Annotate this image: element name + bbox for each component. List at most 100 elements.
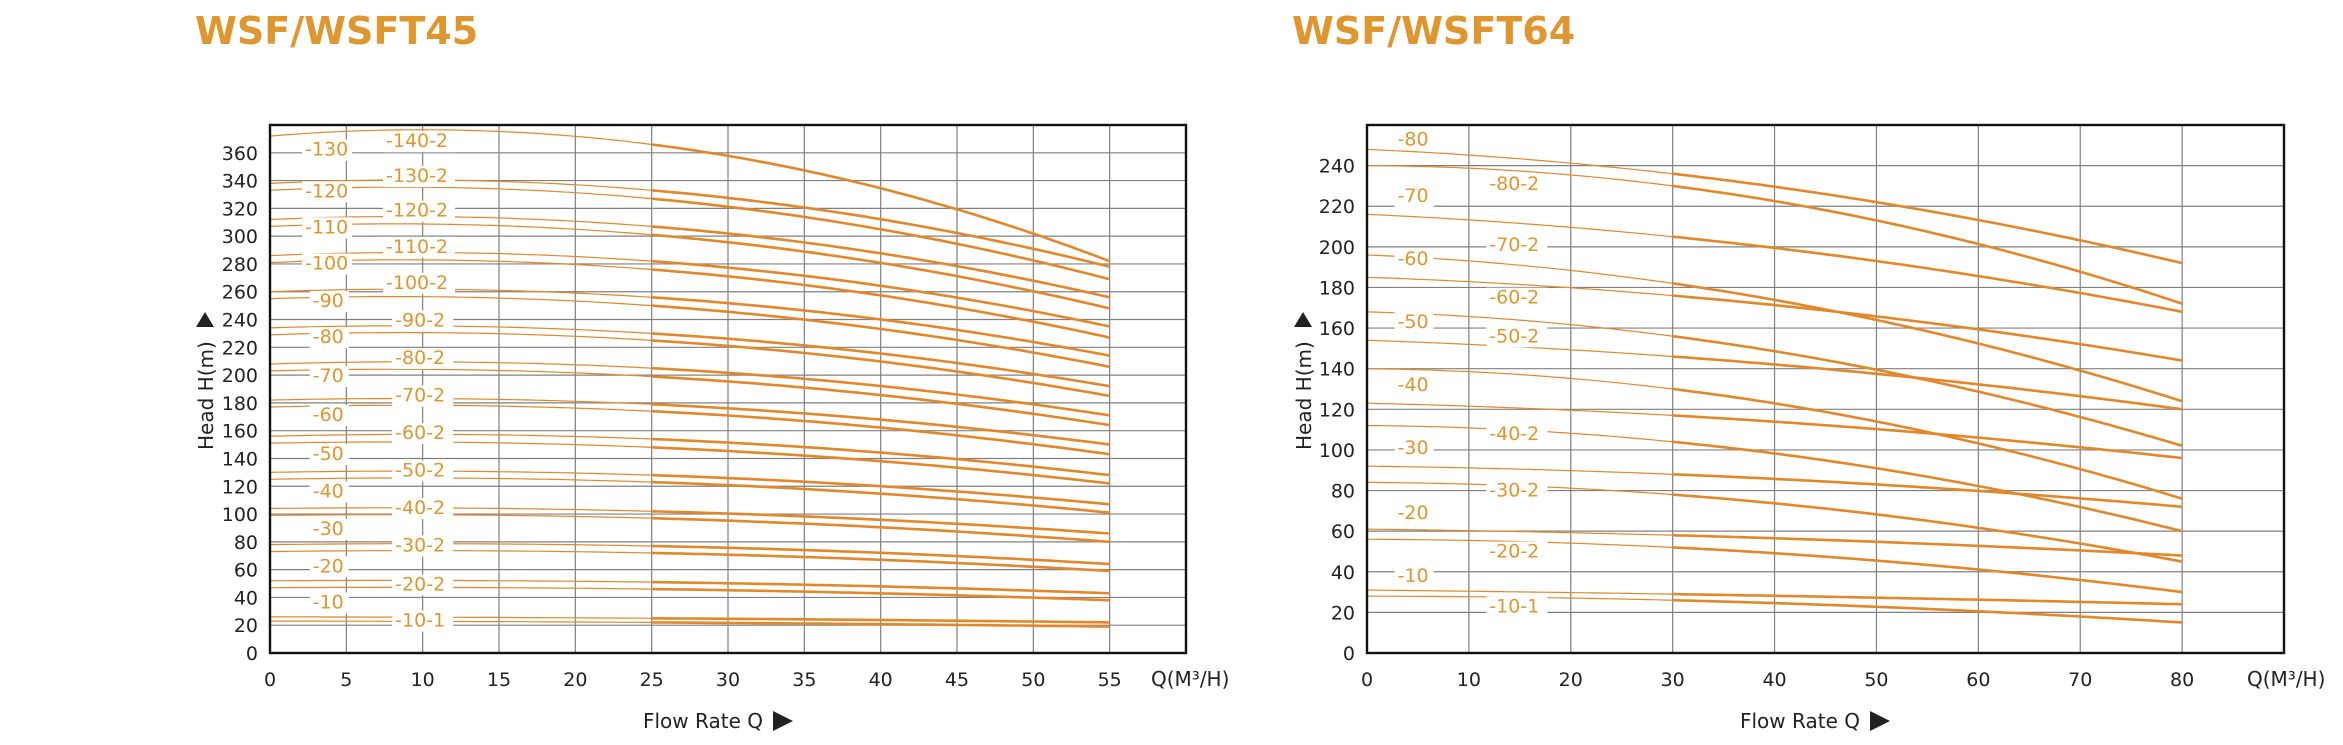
x-tick-label: 5 <box>340 669 352 691</box>
curve-label: -20-2 <box>395 573 445 595</box>
curve-label-bg <box>383 200 456 222</box>
y-tick-label: 120 <box>1319 399 1355 421</box>
curve-label: -40 <box>1398 374 1429 396</box>
curve-label-bg <box>309 481 349 503</box>
chart-title: WSF/WSFT45 <box>195 9 478 53</box>
curve-label: -10 <box>313 592 344 614</box>
curve-label-bg <box>309 592 349 614</box>
y-tick-label: 60 <box>1331 521 1355 543</box>
series-line <box>651 403 1110 446</box>
curve-label: -60-2 <box>1489 287 1539 309</box>
series-line <box>651 510 1110 535</box>
series-line-thin <box>1366 402 1673 416</box>
y-tick-label: 140 <box>222 448 258 470</box>
curve-label-bg <box>392 347 454 369</box>
x-axis-unit: Q(M³/H) <box>2247 667 2325 691</box>
curve-label: -30-2 <box>1489 480 1539 502</box>
curve-label-bg <box>309 556 349 578</box>
curve-label-bg <box>1486 541 1548 563</box>
curve-label: -10-1 <box>1489 595 1539 617</box>
curve-label: -80-2 <box>1489 173 1539 195</box>
series-line <box>651 544 1110 566</box>
y-tick-label: 20 <box>234 615 258 637</box>
curve-label-bg <box>1486 287 1548 309</box>
series-line <box>1672 592 2183 606</box>
curve-label-bg <box>1394 375 1434 397</box>
y-tick-label: 240 <box>222 310 258 332</box>
curve-label: -70 <box>313 365 344 387</box>
x-axis-arrow-icon <box>773 711 793 731</box>
curve-label-bg <box>392 498 454 520</box>
curve-label: -100-2 <box>386 272 448 294</box>
series-line <box>651 304 1110 369</box>
curve-label-bg <box>392 460 454 482</box>
y-tick-label: 40 <box>234 587 258 609</box>
y-tick-label: 180 <box>1319 277 1355 299</box>
series-line <box>651 580 1110 595</box>
curve-label-bg <box>392 310 454 332</box>
series-line-thin <box>1366 368 1673 390</box>
y-tick-label: 200 <box>222 365 258 387</box>
x-axis-arrow-icon <box>1870 711 1890 731</box>
curve-label-bg <box>383 272 456 294</box>
series-line <box>651 197 1111 281</box>
series-line <box>651 621 1110 628</box>
x-tick-label: 45 <box>945 669 969 691</box>
series-line <box>651 259 1110 328</box>
curve-label-bg <box>309 443 349 465</box>
series-line-thin <box>269 620 652 623</box>
series-line-thin <box>269 543 652 547</box>
series-line <box>651 189 1111 268</box>
curve-label-bg <box>392 535 454 557</box>
series-line-thin <box>269 514 652 519</box>
curve-label: -60 <box>313 404 344 426</box>
x-tick-label: 40 <box>869 669 893 691</box>
x-tick-label: 20 <box>563 669 587 691</box>
series-line <box>1672 235 2183 314</box>
series-line-thin <box>1367 465 1673 475</box>
series-line-thin <box>269 470 652 476</box>
x-tick-label: 80 <box>2170 669 2194 691</box>
series-line <box>651 473 1110 506</box>
y-tick-label: 300 <box>222 226 258 248</box>
curve-label: -110 <box>305 216 348 238</box>
series-line <box>651 233 1110 310</box>
curve-label: -50-2 <box>1489 325 1539 347</box>
series-line <box>1672 546 2183 594</box>
series-line <box>1672 334 2183 448</box>
y-tick-label: 0 <box>1343 643 1355 665</box>
chart-wsf-wsft45: WSF/WSFT45 0 5 10 15 20 25 30 35 40 45 50 55 0 20 40 60… <box>194 9 1229 733</box>
x-axis-label: Flow Rate Q <box>1740 709 1860 733</box>
series-line <box>651 268 1110 339</box>
x-tick-label: 10 <box>1457 669 1481 691</box>
curve-label-bg <box>1394 312 1434 334</box>
curve-label-bg <box>1486 326 1548 348</box>
curve-label-bg <box>1486 480 1548 502</box>
curve-label: -50-2 <box>395 460 445 482</box>
y-tick-label: 220 <box>1319 196 1355 218</box>
curve-label-bg <box>392 610 454 632</box>
series-line <box>651 332 1110 388</box>
x-tick-label: 55 <box>1098 669 1122 691</box>
curve-label-bg <box>392 385 454 407</box>
curve-label: -20 <box>1398 502 1429 524</box>
y-tick-label: 340 <box>222 171 258 193</box>
series-line-thin <box>270 586 652 590</box>
curve-label: -40-2 <box>1489 423 1539 445</box>
curve-label: -60-2 <box>395 422 445 444</box>
x-tick-label: 70 <box>2068 669 2092 691</box>
series-line <box>651 375 1110 427</box>
x-axis-unit: Q(M³/H) <box>1151 667 1229 691</box>
x-tick-label: 10 <box>411 669 435 691</box>
curve-label: -90 <box>313 290 344 312</box>
curve-label-bg <box>1394 565 1434 587</box>
series-line-thin <box>269 361 652 369</box>
series-line-thin <box>1366 276 1673 297</box>
curve-label-bg <box>1394 186 1434 208</box>
y-tick-label: 200 <box>1319 237 1355 259</box>
series-line-thin <box>269 397 652 405</box>
plot-frame <box>268 123 1188 655</box>
curve-label: -110-2 <box>386 236 448 258</box>
series-line <box>651 587 1110 602</box>
